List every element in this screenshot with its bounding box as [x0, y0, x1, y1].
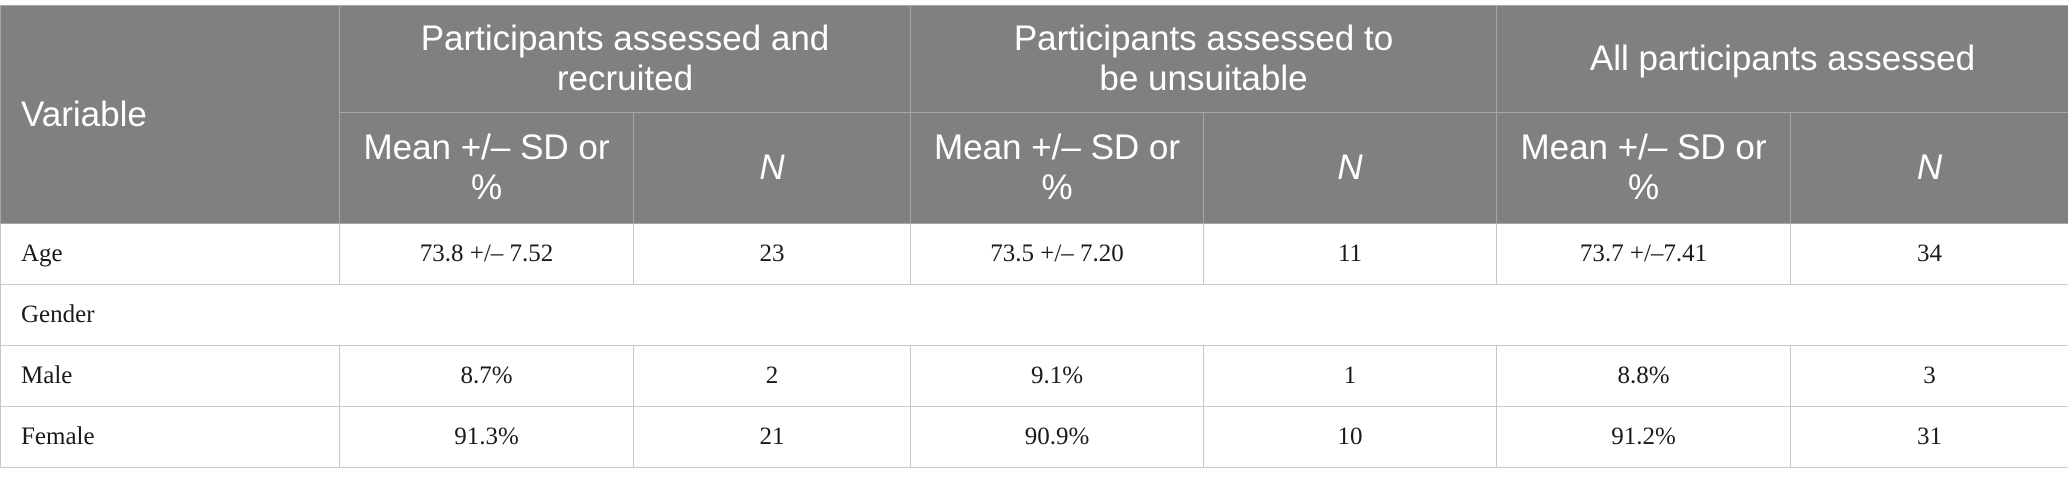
table-cell: 91.3%: [339, 406, 634, 468]
table-cell: 73.8 +/– 7.52: [339, 223, 634, 285]
header-group-unsuitable: Participants assessed to be unsuitable: [910, 5, 1497, 113]
table-row-female: Female 91.3% 21 90.9% 10 91.2% 31: [0, 406, 2068, 468]
header-mean-sd: Mean +/– SD or %: [339, 112, 634, 224]
row-label: Male: [0, 345, 340, 407]
header-row-subheaders: Mean +/– SD or % N Mean +/– SD or % N Me…: [1, 112, 2068, 224]
header-row-groups: Variable Participants assessed and recru…: [0, 5, 2068, 224]
table-cell: 21: [633, 406, 911, 468]
section-label: Gender: [0, 284, 2068, 346]
header-mean-sd: Mean +/– SD or %: [1496, 112, 1791, 224]
table-cell: 34: [1789, 223, 2068, 285]
table-cell: 91.2%: [1496, 406, 1791, 468]
header-variable: Variable: [0, 5, 340, 224]
table-cell: 73.5 +/– 7.20: [910, 223, 1204, 285]
table-cell: 8.8%: [1496, 345, 1791, 407]
header-mean-sd: Mean +/– SD or %: [910, 112, 1204, 224]
row-label: Female: [0, 406, 340, 468]
table-cell: 10: [1203, 406, 1497, 468]
table-cell: 73.7 +/–7.41: [1496, 223, 1791, 285]
row-label: Age: [0, 223, 340, 285]
table-cell: 9.1%: [910, 345, 1204, 407]
table-cell: 8.7%: [339, 345, 634, 407]
table-row-gender: Gender: [0, 284, 2068, 346]
table-row-male: Male 8.7% 2 9.1% 1 8.8% 3: [0, 345, 2068, 407]
table-cell: 23: [633, 223, 911, 285]
data-table: Variable Participants assessed and recru…: [0, 5, 2068, 468]
table-cell: 90.9%: [910, 406, 1204, 468]
header-group-all: All participants assessed: [1495, 5, 2068, 113]
header-group-recruited: Participants assessed and recruited: [339, 5, 911, 113]
table-cell: 3: [1789, 345, 2068, 407]
header-n: N: [1789, 112, 2068, 224]
header-n: N: [1203, 112, 1497, 224]
table-row-age: Age 73.8 +/– 7.52 23 73.5 +/– 7.20 11 73…: [0, 223, 2068, 285]
table-cell: 11: [1203, 223, 1497, 285]
table-cell: 31: [1789, 406, 2068, 468]
table-cell: 2: [633, 345, 911, 407]
table-cell: 1: [1203, 345, 1497, 407]
header-n: N: [633, 112, 911, 224]
